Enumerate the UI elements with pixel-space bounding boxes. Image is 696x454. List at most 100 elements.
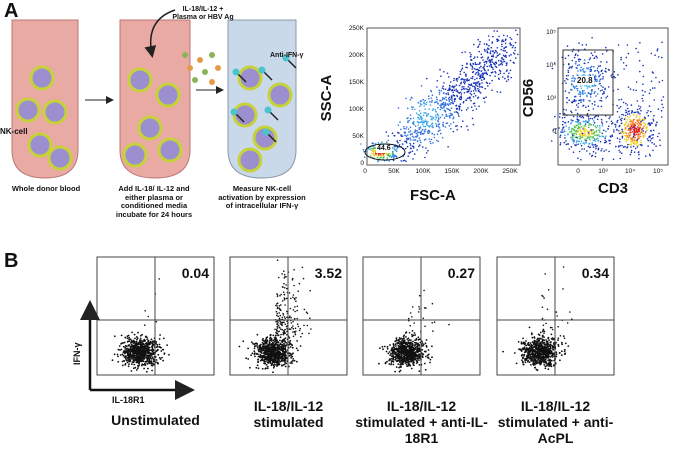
event-dot	[460, 103, 462, 105]
event-dot	[302, 333, 304, 335]
event-dot	[308, 333, 310, 335]
event-dot	[486, 43, 488, 45]
event-dot	[603, 150, 605, 152]
event-dot	[451, 107, 453, 109]
event-dot	[498, 74, 500, 76]
event-dot	[607, 96, 609, 98]
event-dot	[431, 123, 433, 125]
event-dot	[394, 371, 396, 373]
event-dot	[128, 335, 130, 337]
event-dot	[584, 148, 586, 150]
event-dot	[133, 364, 135, 366]
event-dot	[247, 348, 249, 350]
event-dot	[136, 336, 138, 338]
event-dot	[454, 86, 456, 88]
event-dot	[633, 133, 635, 135]
event-dot	[588, 143, 590, 145]
event-dot	[621, 123, 623, 125]
event-dot	[405, 148, 407, 150]
event-dot	[394, 359, 396, 361]
event-dot	[438, 115, 440, 117]
event-dot	[461, 78, 463, 80]
event-dot	[278, 334, 280, 336]
event-dot	[424, 131, 426, 133]
event-dot	[277, 305, 279, 307]
event-dot	[486, 66, 488, 68]
event-dot	[574, 87, 576, 89]
event-dot	[475, 69, 477, 71]
event-dot	[497, 47, 499, 49]
event-dot	[472, 76, 474, 78]
event-dot	[555, 356, 557, 358]
event-dot	[419, 364, 421, 366]
event-dot	[396, 141, 398, 143]
event-dot	[458, 113, 460, 115]
event-dot	[594, 76, 596, 78]
event-dot	[582, 92, 584, 94]
event-dot	[595, 126, 597, 128]
event-dot	[648, 115, 650, 117]
event-dot	[481, 54, 483, 56]
event-dot	[599, 136, 601, 138]
event-dot	[568, 121, 570, 123]
event-dot	[628, 86, 630, 88]
event-dot	[442, 104, 444, 106]
event-dot	[638, 131, 640, 133]
event-dot	[475, 87, 477, 89]
antigen	[209, 52, 215, 58]
event-dot	[383, 154, 385, 156]
event-dot	[599, 125, 601, 127]
event-dot	[573, 116, 575, 118]
event-dot	[125, 357, 127, 359]
cell	[124, 144, 146, 166]
event-dot	[399, 140, 401, 142]
event-dot	[276, 362, 278, 364]
event-dot	[396, 151, 398, 153]
event-dot	[473, 82, 475, 84]
event-dot	[431, 97, 433, 99]
event-dot	[580, 59, 582, 61]
event-dot	[640, 110, 642, 112]
event-dot	[600, 65, 602, 67]
event-dot	[283, 283, 285, 285]
event-dot	[411, 334, 413, 336]
event-dot	[572, 101, 574, 103]
event-dot	[414, 334, 416, 336]
event-dot	[447, 146, 449, 148]
event-dot	[516, 363, 518, 365]
event-dot	[503, 73, 505, 75]
event-dot	[256, 343, 258, 345]
event-dot	[637, 135, 639, 137]
event-dot	[412, 364, 414, 366]
event-dot	[588, 120, 590, 122]
event-dot	[465, 67, 467, 69]
event-dot	[585, 128, 587, 130]
event-dot	[443, 92, 445, 94]
event-dot	[274, 329, 276, 331]
event-dot	[573, 142, 575, 144]
event-dot	[151, 370, 153, 372]
event-dot	[277, 259, 279, 261]
event-dot	[143, 352, 145, 354]
event-dot	[598, 65, 600, 67]
event-dot	[661, 57, 663, 59]
event-dot	[289, 362, 291, 364]
event-dot	[114, 335, 116, 337]
event-dot	[294, 360, 296, 362]
event-dot	[284, 274, 286, 276]
event-dot	[426, 116, 428, 118]
event-dot	[146, 371, 148, 373]
antibody-tag	[265, 107, 272, 114]
event-dot	[279, 331, 281, 333]
event-dot	[434, 109, 436, 111]
event-dot	[427, 125, 429, 127]
event-dot	[450, 123, 452, 125]
event-dot	[556, 353, 558, 355]
event-dot	[600, 150, 602, 152]
event-dot	[593, 144, 595, 146]
event-dot	[481, 79, 483, 81]
event-dot	[411, 368, 413, 370]
event-dot	[635, 148, 637, 150]
event-dot	[461, 97, 463, 99]
event-dot	[542, 360, 544, 362]
